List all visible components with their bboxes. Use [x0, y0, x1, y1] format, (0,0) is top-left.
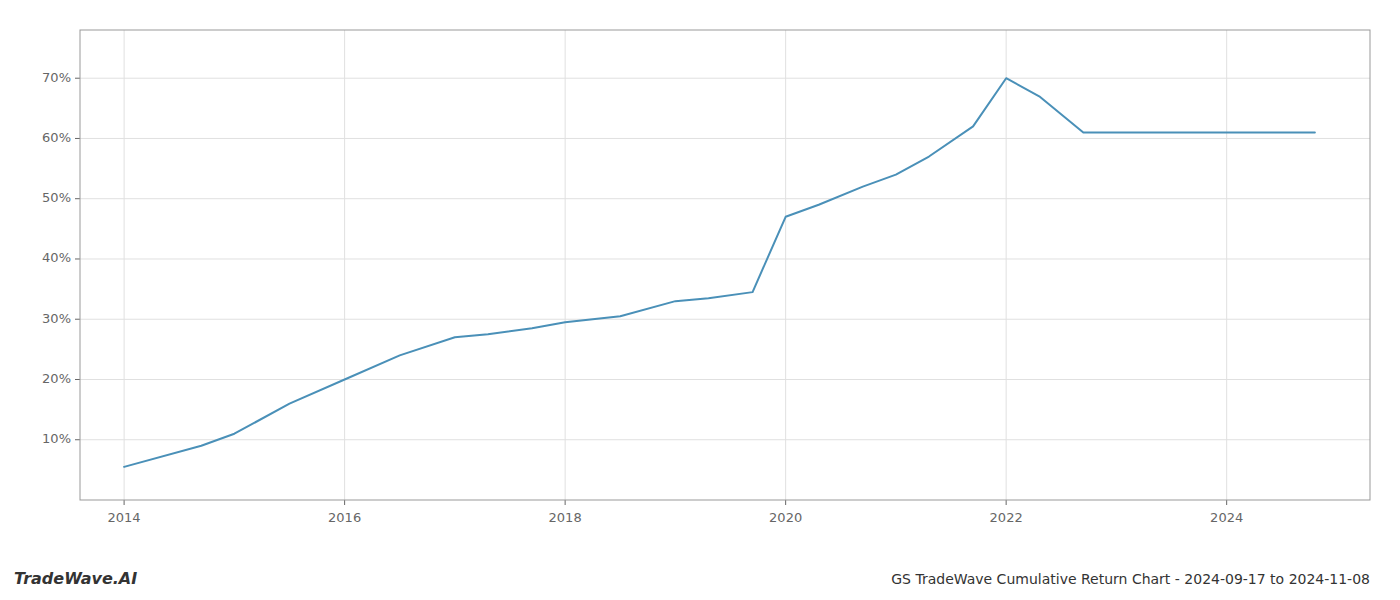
grid	[80, 30, 1370, 500]
y-tick	[75, 379, 80, 380]
grid-line-x	[124, 30, 125, 500]
y-tick	[75, 138, 80, 139]
y-tick-label: 40%	[42, 250, 71, 265]
grid-line-y	[80, 379, 1370, 380]
grid-line-y	[80, 319, 1370, 320]
grid-line-y	[80, 78, 1370, 79]
chart-title: GS TradeWave Cumulative Return Chart - 2…	[891, 571, 1370, 587]
watermark: TradeWave.AI	[14, 569, 137, 588]
x-tick-label: 2022	[990, 510, 1023, 525]
grid-line-y	[80, 258, 1370, 259]
grid-line-y	[80, 439, 1370, 440]
x-tick	[344, 500, 345, 505]
y-tick-label: 50%	[42, 190, 71, 205]
x-tick-label: 2018	[549, 510, 582, 525]
y-tick	[75, 198, 80, 199]
x-tick-label: 2020	[769, 510, 802, 525]
x-tick-label: 2016	[328, 510, 361, 525]
x-tick	[565, 500, 566, 505]
axes: 10% 20% 30% 40% 50% 60% 70% 2014 2016 2018 2020 202…	[42, 30, 1370, 525]
y-tick-label: 10%	[42, 431, 71, 446]
y-tick	[75, 439, 80, 440]
grid-line-x	[565, 30, 566, 500]
data	[124, 78, 1315, 467]
y-tick-label: 30%	[42, 311, 71, 326]
plot-frame	[80, 30, 1370, 500]
x-tick	[1006, 500, 1007, 505]
grid-line-x	[1226, 30, 1227, 500]
series-line	[124, 78, 1315, 467]
grid-line-x	[344, 30, 345, 500]
grid-line-y	[80, 198, 1370, 199]
grid-line-y	[80, 138, 1370, 139]
x-tick	[785, 500, 786, 505]
chart: 10% 20% 30% 40% 50% 60% 70% 2014 2016 2018 2020 202…	[0, 0, 1400, 600]
x-tick-label: 2024	[1210, 510, 1243, 525]
x-tick	[124, 500, 125, 505]
texts: GS TradeWave Cumulative Return Chart - 2…	[14, 569, 1370, 588]
y-tick-label: 70%	[42, 70, 71, 85]
y-tick	[75, 319, 80, 320]
x-tick	[1226, 500, 1227, 505]
x-tick-label: 2014	[108, 510, 141, 525]
grid-line-x	[785, 30, 786, 500]
y-tick-label: 60%	[42, 130, 71, 145]
y-tick	[75, 78, 80, 79]
y-tick	[75, 258, 80, 259]
y-tick-label: 20%	[42, 371, 71, 386]
grid-line-x	[1006, 30, 1007, 500]
